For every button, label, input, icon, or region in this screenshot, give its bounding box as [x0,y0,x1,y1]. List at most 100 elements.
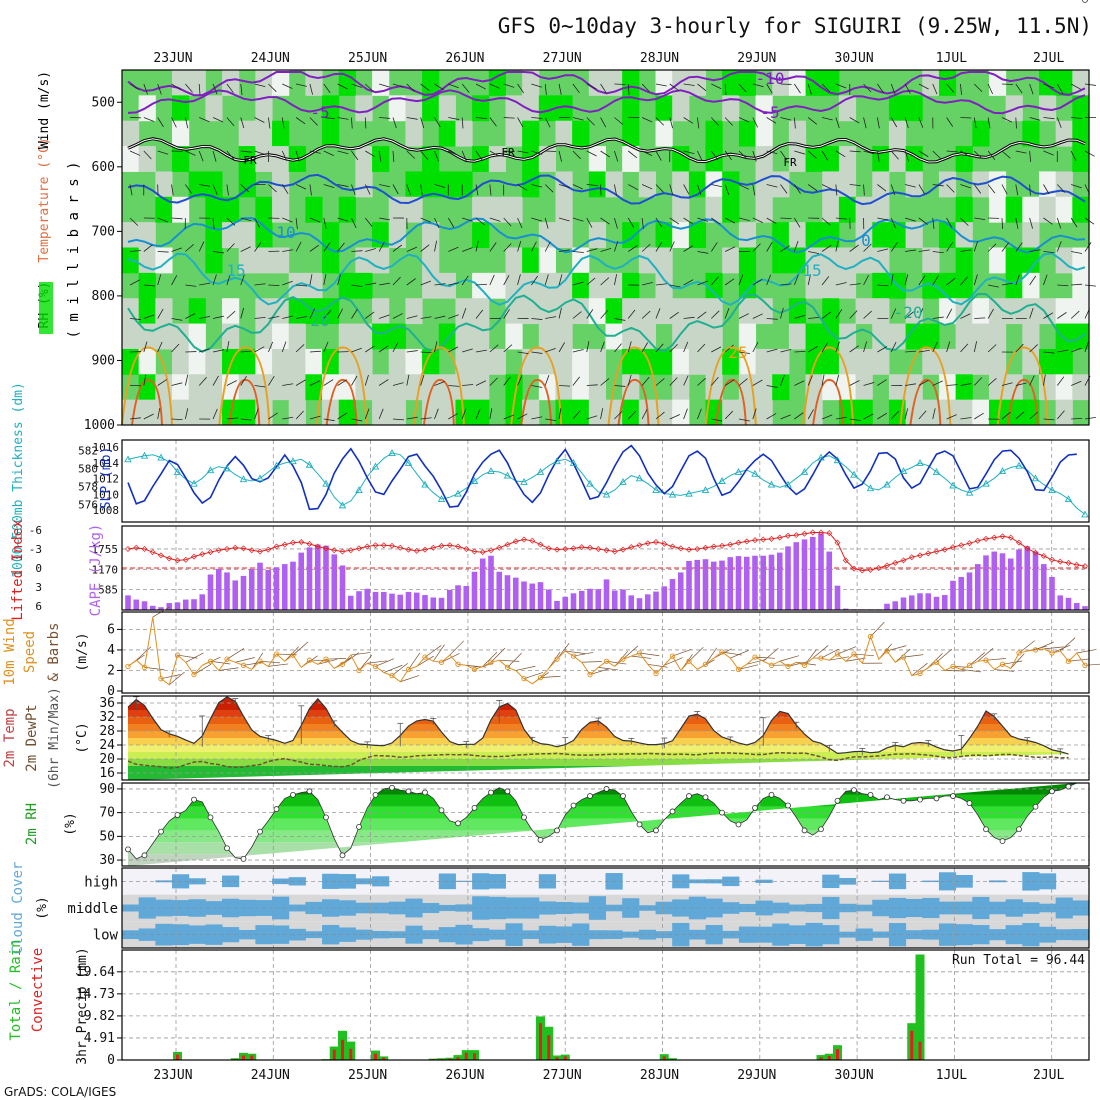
wind-barb [392,418,404,421]
temp-tick-label: 28 [99,724,115,739]
wind-barb [849,117,860,124]
isotherm-contour [127,292,1086,353]
rh-point [785,802,791,809]
wind-barb [392,342,399,353]
slp-tick-label: 1008 [93,504,120,517]
cape-bar [496,571,503,610]
wind-barb [669,343,678,353]
rh-cell [788,120,807,147]
wind-barb [688,646,704,662]
wind-barb [821,83,831,93]
wind-barb [212,349,224,353]
rh-point [950,793,956,799]
rh-point [884,794,890,801]
wind-speed-point [752,654,758,660]
rh-cell [338,399,356,426]
rh-point [834,797,841,804]
wind-barb [807,150,817,159]
wind-barb [849,380,860,386]
wind-barb [212,408,218,420]
wind-barb [1056,217,1062,229]
rh-cell [155,323,173,350]
wind-barb [600,150,611,158]
temp-axis-label-1: 2m Temp [2,708,18,767]
rh-point [752,805,758,811]
wind-barb [171,318,183,321]
lifted-index-point [859,567,866,574]
isotherm-30-contour [714,378,747,426]
wind-barb [600,310,609,319]
wind-barb [240,184,250,193]
wind-barb [1057,184,1066,193]
wind-barb [226,380,237,386]
wind-barb [946,414,957,420]
wind-barb [780,283,792,286]
wind-barb [622,645,639,660]
wind-barb [434,341,438,353]
thickness-point [1031,474,1040,482]
wind-barb [793,241,799,252]
wind-barb [904,217,916,222]
rh-cell [222,70,240,96]
wind-barb [752,278,763,286]
wind-barb [641,243,651,252]
rh-unit-label: (%) [63,812,78,835]
rh-cell [522,70,540,96]
wind-barb [863,275,869,286]
wind-barb [323,150,334,157]
cloud-cell [588,896,606,920]
wind-barb [711,346,722,353]
wind-barb [821,245,832,252]
rh-cell [705,323,723,350]
rh-cell [588,70,606,96]
wind-barb [863,243,872,252]
wind-barb [837,646,857,655]
wind-barb [323,341,329,353]
wind-speed-point [455,661,461,667]
wind-barb [282,83,293,89]
rh-cell [1022,323,1040,350]
wind-barb [724,150,732,161]
lifted-index-point [215,547,222,554]
thickness-tick-label: 578 [78,480,98,493]
wind-speed-point [1016,650,1022,656]
cloud-cell [672,899,690,917]
cape-bar [933,596,940,610]
rh-cell [272,374,290,401]
wind-barb [835,374,840,386]
wind-barb [434,408,439,420]
cloud-cell [588,930,606,940]
cloud-cell [455,924,473,945]
rh-cell [855,298,873,325]
wind-speed-point [570,653,577,659]
wind-barb [614,274,618,286]
rh-cell [455,348,473,375]
rh-cell [872,323,890,350]
lifted-index-point [1082,563,1088,570]
thickness-point [371,462,380,470]
wind-barb [240,307,245,319]
wind-barb [447,217,455,228]
lifted-index-point [636,542,643,549]
date-axes: 23JUN23JUN24JUN24JUN25JUN25JUN26JUN26JUN… [153,51,1064,1083]
precip-conv-bar [250,1055,254,1060]
wind-barb [475,83,486,90]
wind-barb [1043,217,1053,225]
rh-cell [938,222,957,248]
wind-speed-point [438,659,445,665]
wind-barb [240,246,251,252]
wind-barb [199,117,210,123]
date-label-bottom: 25JUN [348,1068,387,1083]
wind-barb [364,408,370,420]
wind-speed-point [851,651,857,657]
wind-barb [683,83,695,86]
wind-speed-point [125,663,131,670]
lifted-index-point [356,545,362,552]
cape-bar [149,605,156,610]
cape-bar [570,593,577,610]
wind-barb [780,414,791,420]
wind-barb [614,117,624,125]
wind-barb [904,408,909,420]
wind-barb [323,274,327,286]
